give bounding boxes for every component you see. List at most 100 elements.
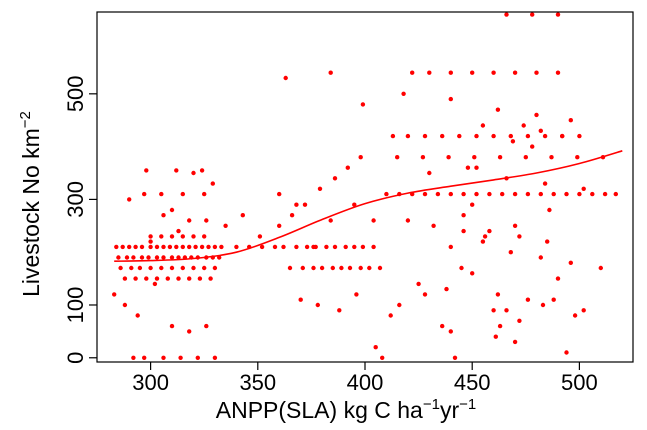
data-point [129,265,134,271]
data-point [191,170,196,176]
data-point [482,234,488,239]
data-point [448,329,453,334]
data-point [142,355,147,360]
data-point [191,265,196,271]
data-point [371,244,376,250]
data-point [169,234,175,239]
data-point [504,12,509,17]
data-point [332,176,338,181]
data-point [555,70,561,75]
data-point [304,244,310,250]
data-point [440,133,445,139]
data-point [470,70,475,75]
data-point [540,302,546,308]
data-point [422,191,428,197]
data-point [199,244,205,250]
data-point [148,239,153,244]
data-point [459,265,464,271]
data-point [512,223,518,228]
data-point [457,133,462,139]
data-point [448,191,453,197]
data-point [178,355,183,360]
x-tick-label: 300 [132,370,169,395]
data-point [564,350,569,355]
data-point [373,345,378,350]
data-point [493,334,498,339]
data-point [161,213,166,218]
data-point [159,234,164,239]
data-point [317,186,323,191]
data-point [127,244,132,250]
data-point [165,276,170,281]
data-point [311,244,316,250]
data-point [390,133,396,139]
data-point [530,144,535,149]
data-point [435,191,441,197]
data-point [169,265,175,271]
y-tick-label: 300 [63,181,88,218]
data-point [500,191,505,197]
data-point [148,244,153,250]
data-point [358,155,363,160]
data-point [212,355,218,360]
data-point [564,191,569,197]
data-point [410,70,415,75]
data-point [135,313,140,318]
data-point [120,244,125,250]
data-point [560,133,565,139]
y-axis-title: Livestock No km−2 [17,111,44,297]
data-point [161,244,166,250]
data-point [223,223,228,228]
data-point [491,70,496,75]
axes-layer [96,11,634,363]
data-point [302,202,308,207]
data-point [590,191,595,197]
data-point [444,286,449,292]
data-point [332,244,338,250]
data-point [495,292,501,297]
data-point [161,255,166,260]
data-point [525,133,531,139]
data-point [217,255,222,260]
data-point [427,170,432,176]
data-point [581,186,586,191]
x-tick-label: 350 [239,370,276,395]
x-tick-label: 400 [347,370,384,395]
data-point [131,355,136,360]
data-point [139,255,145,260]
data-point [142,191,147,197]
data-point [257,234,263,239]
data-point [534,112,539,118]
data-point [377,265,383,271]
data-point [401,91,406,97]
y-tick-label: 100 [63,287,88,324]
data-point [204,323,209,329]
data-point [480,123,486,128]
data-point [195,355,200,360]
data-point [234,244,239,250]
data-point [422,133,428,139]
data-point [137,265,143,271]
data-point [354,292,359,297]
smooth-curve [114,150,623,262]
data-point [180,234,185,239]
data-point [154,276,160,281]
data-point [474,165,479,170]
data-point [572,313,578,318]
data-point [602,191,608,197]
data-point [210,181,215,186]
data-point [474,133,479,139]
data-point [176,276,181,281]
data-point [487,228,492,234]
data-point [547,207,552,213]
data-point [127,197,132,202]
data-point [461,191,466,197]
data-point [167,244,173,250]
data-point [452,355,458,360]
data-point [259,244,265,250]
data-point [294,244,299,250]
data-point [159,265,164,271]
data-point [187,329,192,334]
data-point [345,165,350,170]
